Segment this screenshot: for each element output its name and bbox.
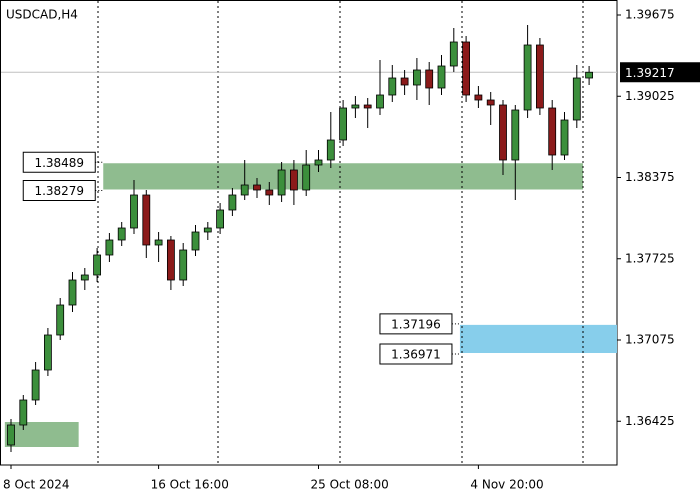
candle-body — [437, 65, 446, 89]
candle-body — [499, 104, 507, 161]
candle-body — [400, 77, 409, 86]
candle-body — [388, 77, 397, 96]
zone-label: 1.38489 — [34, 156, 84, 170]
x-tick-label: 25 Oct 08:00 — [311, 478, 389, 492]
y-tick-label: 1.36425 — [625, 414, 675, 428]
y-tick-label: 1.37075 — [625, 333, 675, 347]
candle-body — [117, 227, 126, 241]
y-tick-label: 1.37725 — [625, 251, 675, 265]
chart-title: USDCAD,H4 — [6, 8, 78, 22]
candle-body — [474, 94, 483, 101]
y-tick-label: 1.39675 — [625, 8, 675, 22]
candle-body — [425, 69, 434, 89]
candle-body — [228, 194, 237, 211]
candle-body — [326, 139, 335, 161]
candle-body — [154, 239, 163, 246]
candle-body — [277, 169, 286, 196]
candle-body — [486, 99, 495, 106]
candle-body — [548, 107, 557, 156]
x-tick-label: 4 Nov 20:00 — [470, 478, 543, 492]
zone-label-box — [379, 343, 453, 365]
candle-body — [56, 304, 65, 336]
zone-label: 1.37196 — [391, 317, 441, 331]
x-tick-label: 8 Oct 2024 — [3, 478, 70, 492]
candle-body — [31, 369, 40, 401]
candle-body — [265, 189, 274, 196]
candle-body — [511, 109, 520, 161]
candle-body — [289, 169, 298, 191]
candle-body — [166, 239, 175, 281]
candle-body — [203, 227, 212, 233]
zone-label: 1.36971 — [391, 348, 441, 362]
candle-body — [142, 194, 151, 246]
zone-label-box — [379, 313, 453, 335]
zone-label-box — [22, 151, 96, 173]
candle-body — [363, 104, 372, 109]
candle-body — [130, 194, 138, 229]
x-tick-label: 16 Oct 16:00 — [151, 478, 229, 492]
candle-body — [44, 334, 52, 371]
candle-body — [80, 274, 89, 281]
y-tick-label: 1.39025 — [625, 89, 675, 103]
zone-label: 1.38279 — [34, 184, 84, 198]
candle-body — [462, 41, 471, 96]
candle-body — [585, 71, 593, 79]
y-tick-label: 1.38375 — [625, 170, 675, 184]
candle-body — [7, 424, 15, 446]
candle-body — [560, 119, 569, 156]
candle-body — [105, 239, 114, 256]
candle-body — [572, 77, 581, 121]
candle-body — [19, 399, 28, 426]
zone — [4, 422, 79, 447]
candle-body — [449, 41, 458, 67]
current-price-box — [620, 62, 700, 83]
zone — [459, 324, 617, 353]
candle-body — [68, 279, 77, 306]
candle-body — [376, 94, 384, 109]
candle-body — [314, 159, 323, 166]
candle-body — [523, 44, 532, 111]
plot-frame — [0, 0, 618, 466]
candle-body — [412, 69, 421, 86]
candle-body — [339, 107, 348, 141]
candle-body — [191, 231, 200, 251]
candle-body — [179, 249, 188, 281]
candle-body — [253, 184, 261, 191]
candle-body — [240, 184, 249, 196]
current-price-label: 1.39217 — [625, 66, 675, 80]
zone — [103, 163, 583, 190]
candle-body — [536, 44, 544, 109]
candle-body — [351, 104, 360, 109]
zone-label-box — [22, 180, 96, 201]
candle-body — [93, 254, 101, 276]
candle-body — [302, 164, 311, 191]
candle-body — [216, 209, 225, 229]
